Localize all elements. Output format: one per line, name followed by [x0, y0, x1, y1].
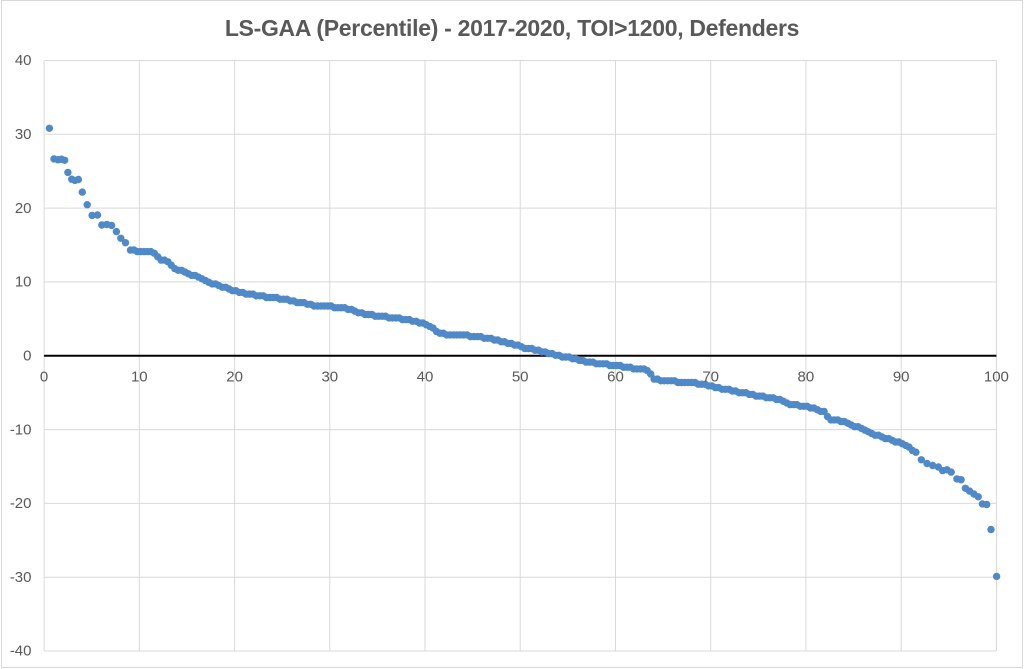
- svg-text:-40: -40: [10, 643, 32, 660]
- svg-text:30: 30: [321, 368, 338, 385]
- svg-text:-30: -30: [10, 569, 32, 586]
- svg-text:30: 30: [15, 126, 32, 143]
- svg-text:80: 80: [798, 368, 815, 385]
- svg-text:60: 60: [607, 368, 624, 385]
- svg-text:40: 40: [417, 368, 434, 385]
- svg-text:0: 0: [40, 368, 48, 385]
- svg-text:-20: -20: [10, 495, 32, 512]
- svg-text:-10: -10: [10, 421, 32, 438]
- svg-text:10: 10: [15, 274, 32, 291]
- svg-text:20: 20: [226, 368, 243, 385]
- svg-text:70: 70: [702, 368, 719, 385]
- svg-text:10: 10: [131, 368, 148, 385]
- svg-text:50: 50: [512, 368, 529, 385]
- svg-text:40: 40: [15, 52, 32, 69]
- svg-text:90: 90: [893, 368, 910, 385]
- svg-text:100: 100: [984, 368, 1009, 385]
- svg-text:20: 20: [15, 200, 32, 217]
- svg-text:0: 0: [23, 347, 31, 364]
